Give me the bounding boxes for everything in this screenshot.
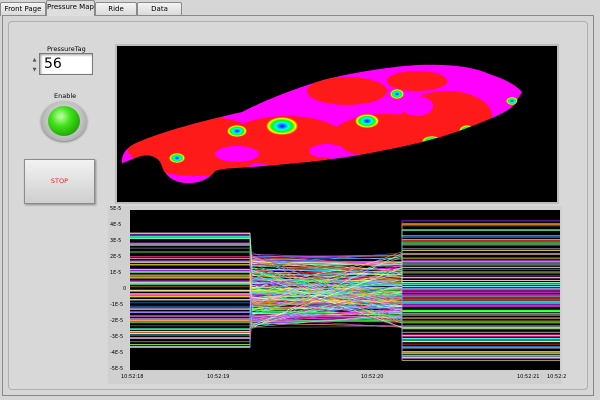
series-line bbox=[130, 272, 560, 322]
x-tick-label: 10:52:19 bbox=[207, 374, 230, 380]
series-line bbox=[130, 290, 560, 322]
pressure-tag-label: PressureTag bbox=[47, 45, 86, 53]
noise-line bbox=[251, 285, 403, 306]
series-line bbox=[130, 268, 560, 301]
x-tick-label: 10:52:20 bbox=[361, 374, 384, 380]
noise-line bbox=[251, 261, 403, 272]
y-tick-label: 3E-5 bbox=[110, 238, 122, 244]
series-line bbox=[130, 268, 560, 359]
noise-line bbox=[251, 298, 403, 322]
series-line bbox=[130, 243, 560, 319]
y-tick-label: 5E-5 bbox=[110, 206, 122, 212]
noise-line bbox=[251, 252, 403, 266]
noise-line bbox=[251, 326, 403, 328]
noise-line bbox=[251, 309, 403, 316]
noise-line bbox=[251, 258, 403, 276]
noise-line bbox=[251, 267, 403, 300]
enable-led-icon bbox=[48, 106, 80, 136]
noise-line bbox=[251, 292, 403, 295]
noise-line bbox=[251, 300, 403, 310]
tab-pressure-map[interactable]: Pressure Map bbox=[46, 0, 95, 16]
noise-line bbox=[251, 252, 403, 320]
y-tick-label: -5E-5 bbox=[110, 366, 124, 372]
series-line bbox=[130, 235, 560, 321]
pressure-map-display bbox=[115, 44, 559, 204]
y-tick-label: 0 bbox=[123, 286, 127, 292]
series-line bbox=[130, 232, 560, 266]
series-line bbox=[130, 274, 560, 319]
tab-data-review[interactable]: Data Review bbox=[137, 2, 182, 25]
noise-line bbox=[251, 290, 403, 308]
series-line bbox=[130, 245, 560, 308]
enable-label: Enable bbox=[54, 92, 77, 100]
noise-line bbox=[251, 269, 403, 290]
noise-line bbox=[251, 265, 403, 286]
tab-bar: Front Page Pressure Map Ride Height Data… bbox=[0, 0, 600, 25]
series-line bbox=[130, 233, 560, 340]
increment-decrement-arrows[interactable]: ▲ ▼ bbox=[32, 57, 37, 73]
series-line bbox=[130, 223, 560, 321]
tab-ride-height[interactable]: Ride Height bbox=[95, 2, 137, 25]
noise-line bbox=[251, 269, 403, 323]
series-line bbox=[130, 260, 560, 359]
noise-line bbox=[251, 285, 403, 295]
x-tick-label: 10:52:2 bbox=[547, 374, 567, 380]
pressure-waveform-chart bbox=[130, 210, 560, 370]
noise-line bbox=[251, 271, 403, 302]
noise-line bbox=[251, 315, 403, 318]
noise-line bbox=[251, 266, 403, 303]
series-line bbox=[130, 244, 560, 358]
noise-line bbox=[251, 255, 403, 311]
noise-line bbox=[251, 298, 403, 310]
noise-line bbox=[251, 314, 403, 328]
tab-front-page[interactable]: Front Page bbox=[0, 2, 46, 16]
noise-line bbox=[251, 273, 403, 276]
pressure-tag-input[interactable]: 56 bbox=[39, 53, 93, 75]
noise-line bbox=[251, 280, 403, 310]
noise-line bbox=[251, 257, 403, 305]
enable-indicator[interactable] bbox=[41, 101, 87, 141]
stop-button[interactable]: STOP bbox=[24, 159, 95, 204]
car-pressure-map-image bbox=[121, 64, 522, 184]
noise-line bbox=[251, 275, 403, 283]
noise-line bbox=[251, 255, 403, 329]
noise-line bbox=[251, 290, 403, 321]
series-line bbox=[130, 261, 560, 291]
noise-line bbox=[251, 253, 403, 261]
noise-line bbox=[251, 284, 403, 312]
y-tick-label: -3E-5 bbox=[110, 334, 124, 340]
noise-line bbox=[251, 291, 403, 310]
noise-line bbox=[251, 263, 403, 322]
series-line bbox=[130, 240, 560, 334]
y-tick-label: 1E-5 bbox=[110, 270, 122, 276]
x-tick-label: 10:52:21 bbox=[517, 374, 540, 380]
series-line bbox=[130, 264, 560, 324]
noise-line bbox=[251, 282, 403, 285]
y-tick-label: 4E-5 bbox=[110, 222, 122, 228]
y-tick-label: -1E-5 bbox=[110, 302, 124, 308]
y-tick-label: -2E-5 bbox=[110, 318, 124, 324]
noise-line bbox=[251, 284, 403, 327]
noise-line bbox=[251, 274, 403, 328]
series-line bbox=[130, 259, 560, 298]
noise-line bbox=[251, 264, 403, 272]
series-line bbox=[130, 309, 560, 353]
x-tick-label: 10:52:18 bbox=[121, 374, 144, 380]
noise-line bbox=[251, 267, 403, 326]
noise-line bbox=[251, 303, 403, 319]
y-tick-label: 2E-5 bbox=[110, 254, 122, 260]
series-line bbox=[130, 269, 560, 333]
series-line bbox=[130, 281, 560, 352]
noise-line bbox=[251, 253, 403, 268]
noise-line bbox=[251, 317, 403, 328]
y-tick-label: -4E-5 bbox=[110, 350, 124, 356]
noise-line bbox=[251, 274, 403, 303]
series-line bbox=[130, 236, 560, 271]
series-line bbox=[130, 260, 560, 330]
noise-line bbox=[251, 317, 403, 323]
